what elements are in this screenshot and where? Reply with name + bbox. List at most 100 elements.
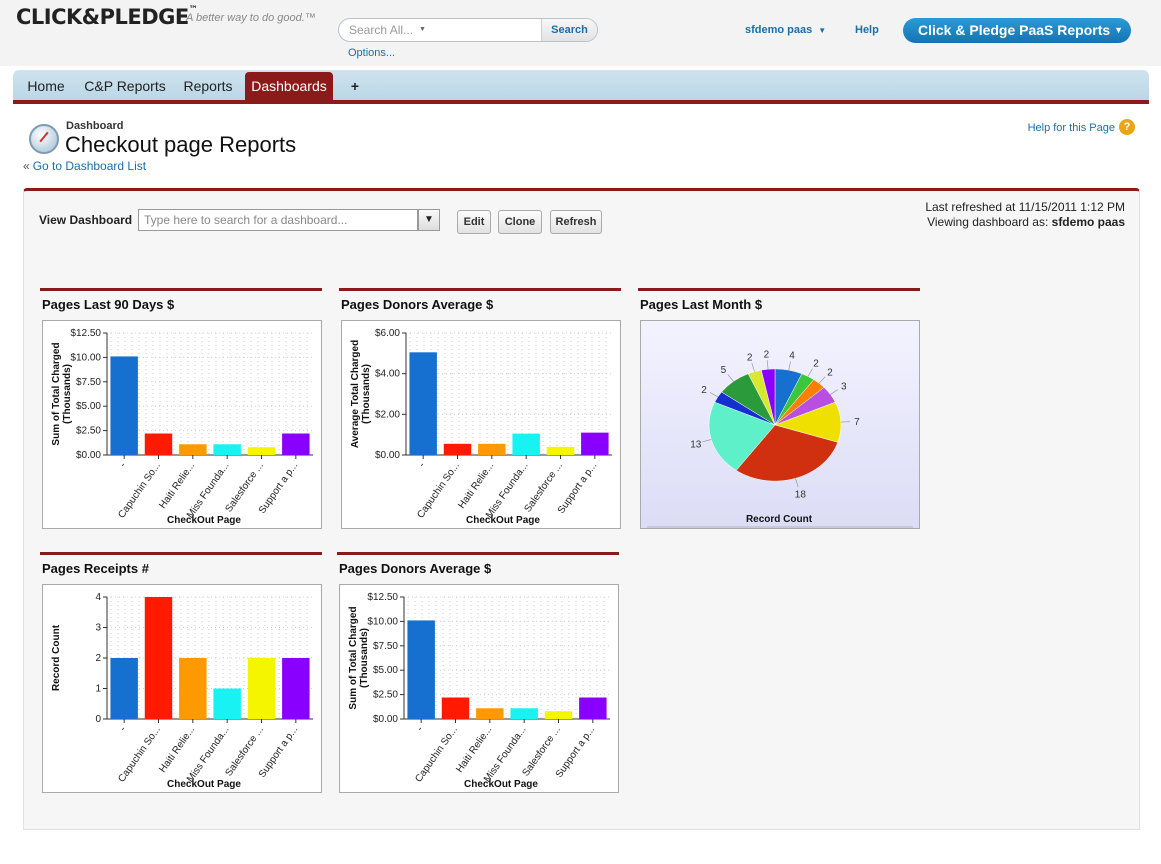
bar [247, 658, 276, 719]
y-tick-label: $2.50 [373, 690, 398, 701]
global-search-input[interactable]: Search All... [349, 23, 414, 37]
pie-footer-bar [647, 526, 913, 528]
bar [409, 352, 437, 455]
main-content: Dashboard Checkout page Reports «Go to D… [13, 104, 1149, 864]
y-tick-label: $0.00 [373, 714, 398, 725]
x-tick-label: Capuchin So... [116, 724, 163, 784]
tagline: A better way to do good.™ [186, 12, 316, 24]
y-tick-label: 3 [95, 623, 101, 634]
x-tick-label: Capuchin So... [413, 724, 460, 784]
x-tick-label: Capuchin So... [116, 460, 163, 520]
pie-leader-line [751, 362, 755, 372]
x-tick-label: Haiti Relie... [456, 460, 496, 510]
help-question-icon[interactable]: ? [1119, 119, 1135, 135]
click-and-pledge-logo[interactable]: CLICK&PLEDGE™ [16, 5, 198, 29]
pie-slice [735, 424, 839, 482]
pie-slice-label: 2 [747, 352, 753, 363]
pie-slice-label: 2 [813, 359, 819, 370]
bar [110, 658, 138, 719]
global-header: CLICK&PLEDGE™ A better way to do good.™ … [0, 0, 1161, 66]
tab-home[interactable]: Home [27, 78, 65, 94]
last-refreshed-text: Last refreshed at 11/15/2011 1:12 PM [925, 200, 1125, 214]
component-chart[interactable]: $0.00 $2.50 $5.00 $7.50 $10.00 $12.50 - Capuchi… [42, 320, 322, 529]
y-tick-label: $7.50 [76, 377, 101, 388]
dashboard-panel: View Dashboard Type here to search for a… [23, 188, 1140, 830]
component-chart[interactable]: $0.00 $2.50 $5.00 $7.50 $10.00 $12.50 - Capuchi… [339, 584, 619, 793]
y-tick-label: $2.50 [76, 426, 101, 437]
y-axis-title: (Thousands) [359, 628, 370, 688]
global-search-box[interactable]: Search All... ▼ Search [338, 18, 598, 42]
dashboard-search-input[interactable]: Type here to search for a dashboard... [138, 209, 418, 231]
clone-button[interactable]: Clone [498, 210, 542, 234]
bar [282, 658, 310, 719]
bar [544, 711, 573, 719]
x-tick-label: Haiti Relie... [454, 724, 494, 774]
go-to-dashboard-list-link[interactable]: «Go to Dashboard List [23, 159, 146, 173]
app-switcher-button[interactable]: Click & Pledge PaaS Reports ▼ [903, 18, 1131, 43]
page-title: Checkout page Reports [65, 132, 297, 157]
bar [282, 433, 310, 455]
viewing-as-row: Viewing dashboard as: sfdemo paas [925, 215, 1125, 230]
component-title: Pages Last Month $ [640, 297, 763, 312]
x-tick-label: - [417, 460, 428, 469]
y-tick-label: 2 [95, 653, 101, 664]
refresh-button[interactable]: Refresh [550, 210, 602, 234]
bar-chart[interactable]: $0.00 $2.50 $5.00 $7.50 $10.00 $12.50 -Capuchi… [43, 321, 321, 528]
logo-trademark: ™ [188, 5, 198, 15]
edit-button[interactable]: Edit [457, 210, 491, 234]
y-axis-title: Sum of Total Charged [51, 342, 62, 445]
y-axis-title: Average Total Charged [350, 340, 361, 448]
y-tick-label: $10.00 [367, 616, 398, 627]
pie-leader-line [818, 376, 826, 384]
y-tick-label: $5.00 [76, 401, 101, 412]
logo-text: CLICK&PLEDGE [16, 5, 189, 29]
tab-reports[interactable]: Reports [183, 78, 233, 94]
bar-chart[interactable]: $0.00 $2.00 $4.00 $6.00 -Capuchin So...Haiti… [342, 321, 620, 528]
pie-slice-label: 5 [721, 365, 727, 376]
bar [247, 447, 276, 455]
x-axis-title: CheckOut Page [464, 779, 538, 790]
component-chart[interactable]: 4 2 2 3 7 18 13 2 5 2 2 Record Count [640, 320, 920, 529]
x-tick-label: - [118, 724, 129, 733]
search-options-link[interactable]: Options... [348, 47, 396, 59]
component-title: Pages Receipts # [42, 561, 149, 576]
component-chart[interactable]: $0.00 $2.00 $4.00 $6.00 - Capuchin So... Haiti… [341, 320, 621, 529]
dashboard-gauge-icon [29, 124, 59, 154]
bar-chart[interactable]: $0.00 $2.50 $5.00 $7.50 $10.00 $12.50 -Capuchi… [340, 585, 618, 792]
search-scope-dropdown-icon[interactable]: ▼ [419, 26, 426, 33]
x-axis-title: CheckOut Page [167, 515, 241, 526]
page-type-label: Dashboard [66, 120, 124, 132]
tab-cp-reports[interactable]: C&P Reports [84, 78, 166, 94]
bar [546, 446, 575, 455]
search-button[interactable]: Search [541, 19, 597, 41]
pie-leader-line [702, 439, 712, 443]
help-link[interactable]: Help [855, 24, 879, 36]
viewing-as-user: sfdemo paas [1051, 215, 1125, 229]
help-for-this-page-link[interactable]: Help for this Page [1027, 122, 1115, 134]
component-title: Pages Donors Average $ [341, 297, 494, 312]
user-menu[interactable]: sfdemo paas ▼ [745, 24, 826, 36]
pie-leader-line [727, 374, 734, 382]
tab-dashboards[interactable]: Dashboards [245, 72, 333, 100]
y-tick-label: $10.00 [70, 352, 101, 363]
refresh-info: Last refreshed at 11/15/2011 1:12 PM Vie… [925, 200, 1125, 230]
x-tick-label: Capuchin So... [415, 460, 462, 520]
bar [510, 708, 538, 719]
y-tick-label: $0.00 [375, 450, 400, 461]
bar [476, 708, 504, 719]
dashboard-dropdown-button[interactable]: ▼ [418, 209, 440, 231]
pie-leader-line [795, 478, 799, 488]
component-header: Pages Donors Average $ [337, 552, 619, 580]
chevron-down-icon: ▼ [1114, 25, 1123, 35]
pie-leader-line [807, 368, 813, 377]
y-axis-title: Record Count [51, 624, 62, 691]
component-header: Pages Last 90 Days $ [40, 288, 322, 316]
y-tick-label: $12.50 [70, 328, 101, 339]
bar [443, 443, 472, 455]
add-tab-plus-icon[interactable]: + [350, 78, 360, 94]
component-chart[interactable]: 0 1 2 3 4- Capuchin So... Haiti Relie... Miss F… [42, 584, 322, 793]
pie-slice-label: 4 [789, 350, 795, 361]
bar [179, 658, 207, 719]
